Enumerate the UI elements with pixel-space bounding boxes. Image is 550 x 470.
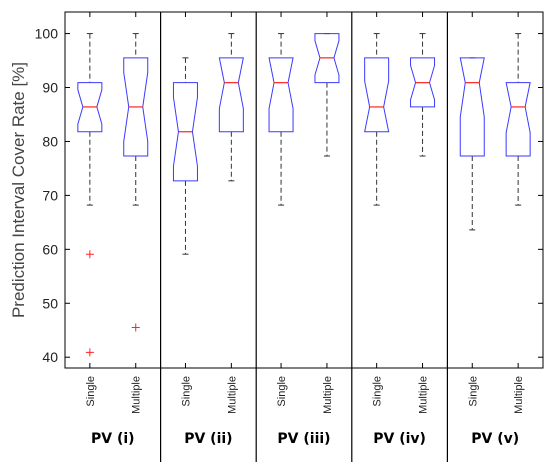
category-label: Single [372, 376, 384, 407]
outlier-marker [85, 250, 94, 259]
y-axis: 40 50 60 70 80 90 100 [35, 26, 543, 365]
group-label: PV (iv) [373, 431, 426, 447]
y-tick-label: 50 [42, 295, 58, 311]
category-label: Multiple [226, 376, 238, 414]
outlier-marker [85, 348, 94, 357]
category-label: Multiple [131, 376, 143, 414]
outlier-marker [131, 323, 140, 332]
y-axis-title: Prediction Interval Cover Rate [%] [9, 62, 28, 318]
box [218, 57, 244, 133]
box [410, 57, 436, 108]
box [268, 57, 294, 133]
box [364, 57, 390, 133]
group-label: PV (ii) [184, 431, 232, 447]
y-tick-label: 100 [35, 26, 59, 42]
group-label: PV (v) [471, 431, 519, 447]
category-label: Single [467, 376, 479, 407]
y-tick-label: 80 [42, 133, 58, 149]
category-label: Multiple [418, 376, 430, 414]
category-label: Single [276, 376, 288, 407]
box [172, 82, 198, 182]
box [77, 82, 103, 133]
box [314, 33, 340, 84]
category-label: Single [85, 376, 97, 407]
x-axis: PV (i) Single Multiple PV (ii) Single Multipl… [85, 12, 525, 447]
category-label: Multiple [513, 376, 525, 414]
y-tick-label: 90 [42, 80, 58, 96]
category-label: Single [180, 376, 192, 407]
group-label: PV (iii) [277, 431, 330, 447]
box [123, 57, 149, 157]
y-tick-label: 40 [42, 349, 58, 365]
plot-frame [64, 11, 544, 369]
y-tick-label: 60 [42, 241, 58, 257]
group-label: PV (i) [91, 431, 135, 447]
plot-area [64, 11, 544, 462]
box [505, 82, 531, 157]
y-tick-label: 70 [42, 187, 58, 203]
box [459, 57, 485, 157]
category-label: Multiple [322, 376, 334, 414]
